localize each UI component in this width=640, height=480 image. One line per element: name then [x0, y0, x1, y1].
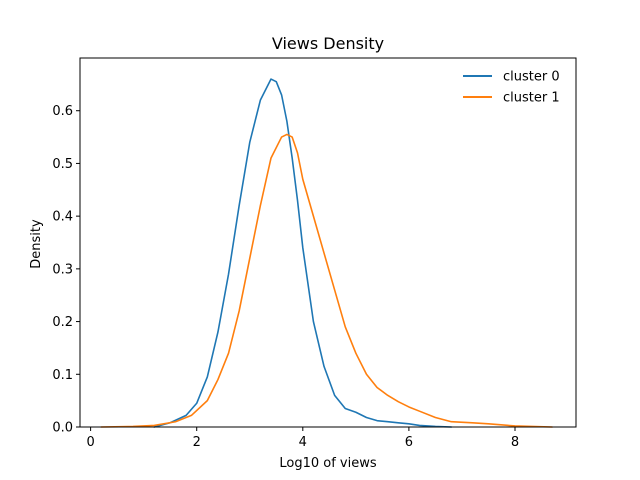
- y-tick-label: 0.1: [52, 368, 73, 383]
- y-axis: 0.0 0.1 0.2 0.3 0.4 0.5 0.6: [52, 104, 80, 436]
- y-axis-label: Density: [29, 219, 44, 269]
- x-tick-label: 6: [405, 435, 413, 450]
- y-tick-label: 0.0: [52, 421, 73, 436]
- x-tick-label: 0: [86, 435, 94, 450]
- y-tick-label: 0.4: [52, 210, 73, 225]
- plot-frame: [79, 57, 577, 428]
- plot-area: [79, 57, 577, 428]
- legend: cluster 0 cluster 1: [463, 70, 560, 106]
- series-line-1: [100, 133, 553, 428]
- y-tick-label: 0.2: [52, 315, 73, 330]
- x-axis: 0 2 4 6 8: [86, 427, 519, 450]
- chart-title: Views Density: [272, 34, 384, 53]
- x-tick-label: 2: [193, 435, 201, 450]
- y-tick-label: 0.5: [52, 157, 73, 172]
- legend-label-0: cluster 0: [503, 70, 560, 85]
- x-axis-label: Log10 of views: [279, 456, 376, 471]
- series-line-0: [153, 78, 453, 428]
- x-tick-label: 8: [511, 435, 519, 450]
- x-tick-label: 4: [299, 435, 307, 450]
- y-tick-label: 0.3: [52, 262, 73, 277]
- legend-label-1: cluster 1: [503, 91, 560, 106]
- y-tick-label: 0.6: [52, 104, 73, 119]
